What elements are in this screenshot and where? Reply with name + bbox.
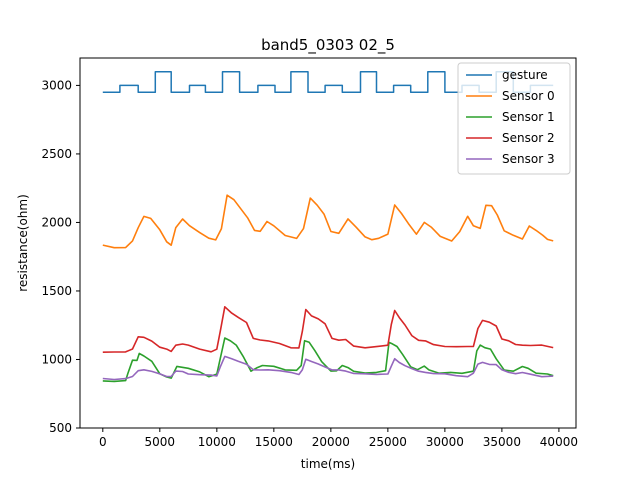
x-tick-label: 30000 xyxy=(426,435,464,449)
y-axis: 500 1000 1500 2000 2500 3000 xyxy=(41,78,80,435)
y-tick-label: 2500 xyxy=(41,147,72,161)
legend: gesture Sensor 0 Sensor 1 Sensor 2 Sensor 3 xyxy=(457,62,571,175)
y-tick-label: 500 xyxy=(49,421,72,435)
y-tick-label: 3000 xyxy=(41,78,72,92)
legend-label: Sensor 3 xyxy=(502,152,555,166)
legend-label: gesture xyxy=(502,68,548,82)
y-tick-label: 2000 xyxy=(41,215,72,229)
series-line-sensor-1 xyxy=(102,337,554,383)
y-tick-label: 1000 xyxy=(41,352,72,366)
x-tick-label: 0 xyxy=(99,435,107,449)
series-line-sensor-3 xyxy=(102,355,554,381)
axes-frame xyxy=(79,57,577,429)
x-tick-label: 35000 xyxy=(483,435,521,449)
x-tick-label: 20000 xyxy=(312,435,350,449)
x-axis-label: time(ms) xyxy=(301,457,355,471)
x-tick-label: 15000 xyxy=(255,435,293,449)
x-tick-label: 10000 xyxy=(198,435,236,449)
series-line-sensor-0 xyxy=(102,194,554,249)
x-tick-label: 5000 xyxy=(145,435,176,449)
legend-label: Sensor 0 xyxy=(502,89,555,103)
legend-label: Sensor 1 xyxy=(502,110,555,124)
x-tick-label: 25000 xyxy=(369,435,407,449)
x-axis: 0 5000 10000 15000 20000 25000 30000 35000 40000 xyxy=(99,428,578,449)
legend-label: Sensor 2 xyxy=(502,131,555,145)
y-tick-label: 1500 xyxy=(41,284,72,298)
x-tick-label: 40000 xyxy=(540,435,578,449)
series-line-sensor-2 xyxy=(102,306,554,353)
legend-box xyxy=(457,62,571,175)
chart-title: band5_0303 02_5 xyxy=(261,36,395,55)
y-axis-label: resistance(ohm) xyxy=(16,194,30,292)
